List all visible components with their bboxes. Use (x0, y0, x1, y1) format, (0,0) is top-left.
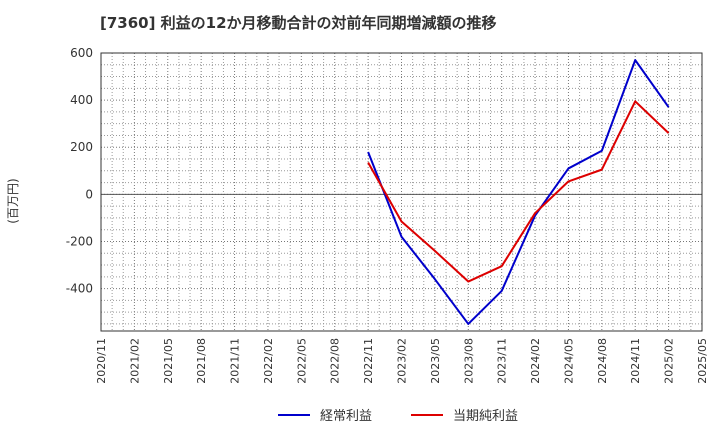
data-point (567, 167, 570, 170)
x-tick-label: 2023/02 (396, 338, 409, 384)
x-tick-label: 2021/08 (195, 338, 208, 384)
data-point (400, 235, 403, 238)
data-point (634, 100, 637, 103)
data-point (500, 289, 503, 292)
x-tick-label: 2020/11 (95, 338, 108, 384)
data-point (667, 106, 670, 109)
data-point (600, 168, 603, 171)
x-tick-label: 2021/11 (229, 338, 242, 384)
legend: 経常利益 当期純利益 (278, 409, 518, 424)
y-tick-label: 200 (70, 140, 93, 154)
plot-area: 600 400 200 0 -200 -400 2020/11 2021/02 2021/05 2… (66, 46, 709, 384)
data-point (433, 249, 436, 252)
x-tick-label: 2022/02 (262, 338, 275, 384)
x-tick-label: 2024/11 (629, 338, 642, 384)
x-tick-label: 2023/05 (429, 338, 442, 384)
x-tick-label: 2022/08 (329, 338, 342, 384)
data-point (367, 150, 370, 153)
x-tick-label: 2021/02 (128, 338, 141, 384)
legend-label: 経常利益 (320, 409, 372, 424)
x-tick-label: 2023/11 (496, 338, 509, 384)
data-point (433, 278, 436, 281)
data-point (400, 220, 403, 223)
y-tick-label: 0 (85, 187, 93, 201)
x-tick-label: 2022/11 (362, 338, 375, 384)
data-point (467, 280, 470, 283)
x-tick-label: 2024/05 (562, 338, 575, 384)
y-axis-label: (百万円) (6, 178, 20, 223)
x-tick-label: 2022/05 (295, 338, 308, 384)
data-point (467, 322, 470, 325)
y-tick-label: -400 (66, 282, 93, 296)
series-line-1 (367, 59, 670, 325)
data-point (500, 265, 503, 268)
data-point (534, 212, 537, 215)
x-tick-label: 2021/05 (162, 338, 175, 384)
x-tick-label: 2023/08 (462, 338, 475, 384)
legend-label: 当期純利益 (453, 409, 518, 424)
x-tick-label: 2024/02 (529, 338, 542, 384)
data-point (667, 132, 670, 135)
chart-title: [7360] 利益の12か月移動合計の対前年同期増減額の推移 (100, 14, 497, 32)
x-tick-label: 2025/02 (663, 338, 676, 384)
y-tick-label: 600 (70, 46, 93, 60)
plot-border (100, 52, 703, 332)
data-point (600, 149, 603, 152)
x-tick-label: 2024/08 (596, 338, 609, 384)
y-tick-label: 400 (70, 93, 93, 107)
data-point (567, 180, 570, 183)
data-point (634, 59, 637, 62)
x-tick-label: 2025/05 (696, 338, 709, 384)
series-line-2 (367, 100, 670, 283)
y-tick-label: -200 (66, 234, 93, 248)
data-point (367, 161, 370, 164)
